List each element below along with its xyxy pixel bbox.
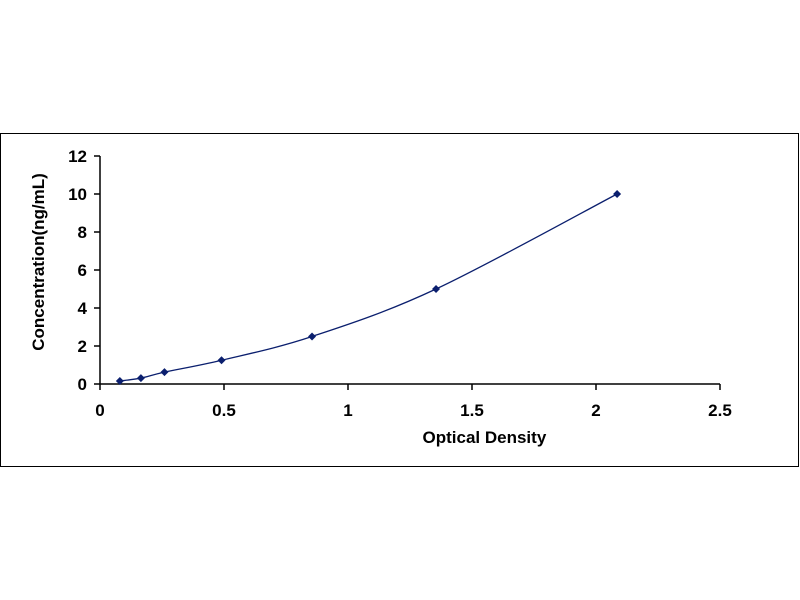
x-ticks: 0 0.5 1 1.5 2 2.5	[95, 384, 732, 420]
x-tick-label: 2	[591, 401, 600, 420]
x-tick-label: 2.5	[708, 401, 732, 420]
data-point-diamond	[613, 190, 622, 198]
x-tick-label: 1	[343, 401, 352, 420]
chart-frame	[0, 133, 799, 467]
point-layer	[115, 190, 622, 386]
axes	[99, 156, 720, 385]
y-tick-label: 4	[78, 299, 88, 318]
y-tick-label: 0	[78, 375, 87, 394]
y-tick-label: 12	[68, 147, 87, 166]
data-point-diamond	[217, 356, 226, 365]
data-point-diamond	[432, 285, 441, 293]
data-point-diamond	[136, 374, 145, 383]
x-axis-title: Optical Density	[423, 428, 547, 447]
series-curve	[119, 193, 618, 382]
y-ticks: 0 2 4 6 8 10 12	[68, 147, 100, 394]
x-tick-label: 0	[95, 401, 104, 420]
y-tick-label: 8	[78, 223, 87, 242]
x-tick-label: 0.5	[212, 401, 236, 420]
y-tick-label: 6	[78, 261, 87, 280]
data-point-diamond	[115, 377, 124, 386]
x-tick-label: 1.5	[460, 401, 484, 420]
data-point-diamond	[160, 368, 169, 377]
y-axis-title: Concentration(ng/mL)	[29, 173, 48, 351]
y-tick-label: 2	[78, 337, 87, 356]
y-tick-label: 10	[68, 185, 87, 204]
data-point-diamond	[308, 332, 317, 341]
curve-layer	[119, 193, 618, 382]
